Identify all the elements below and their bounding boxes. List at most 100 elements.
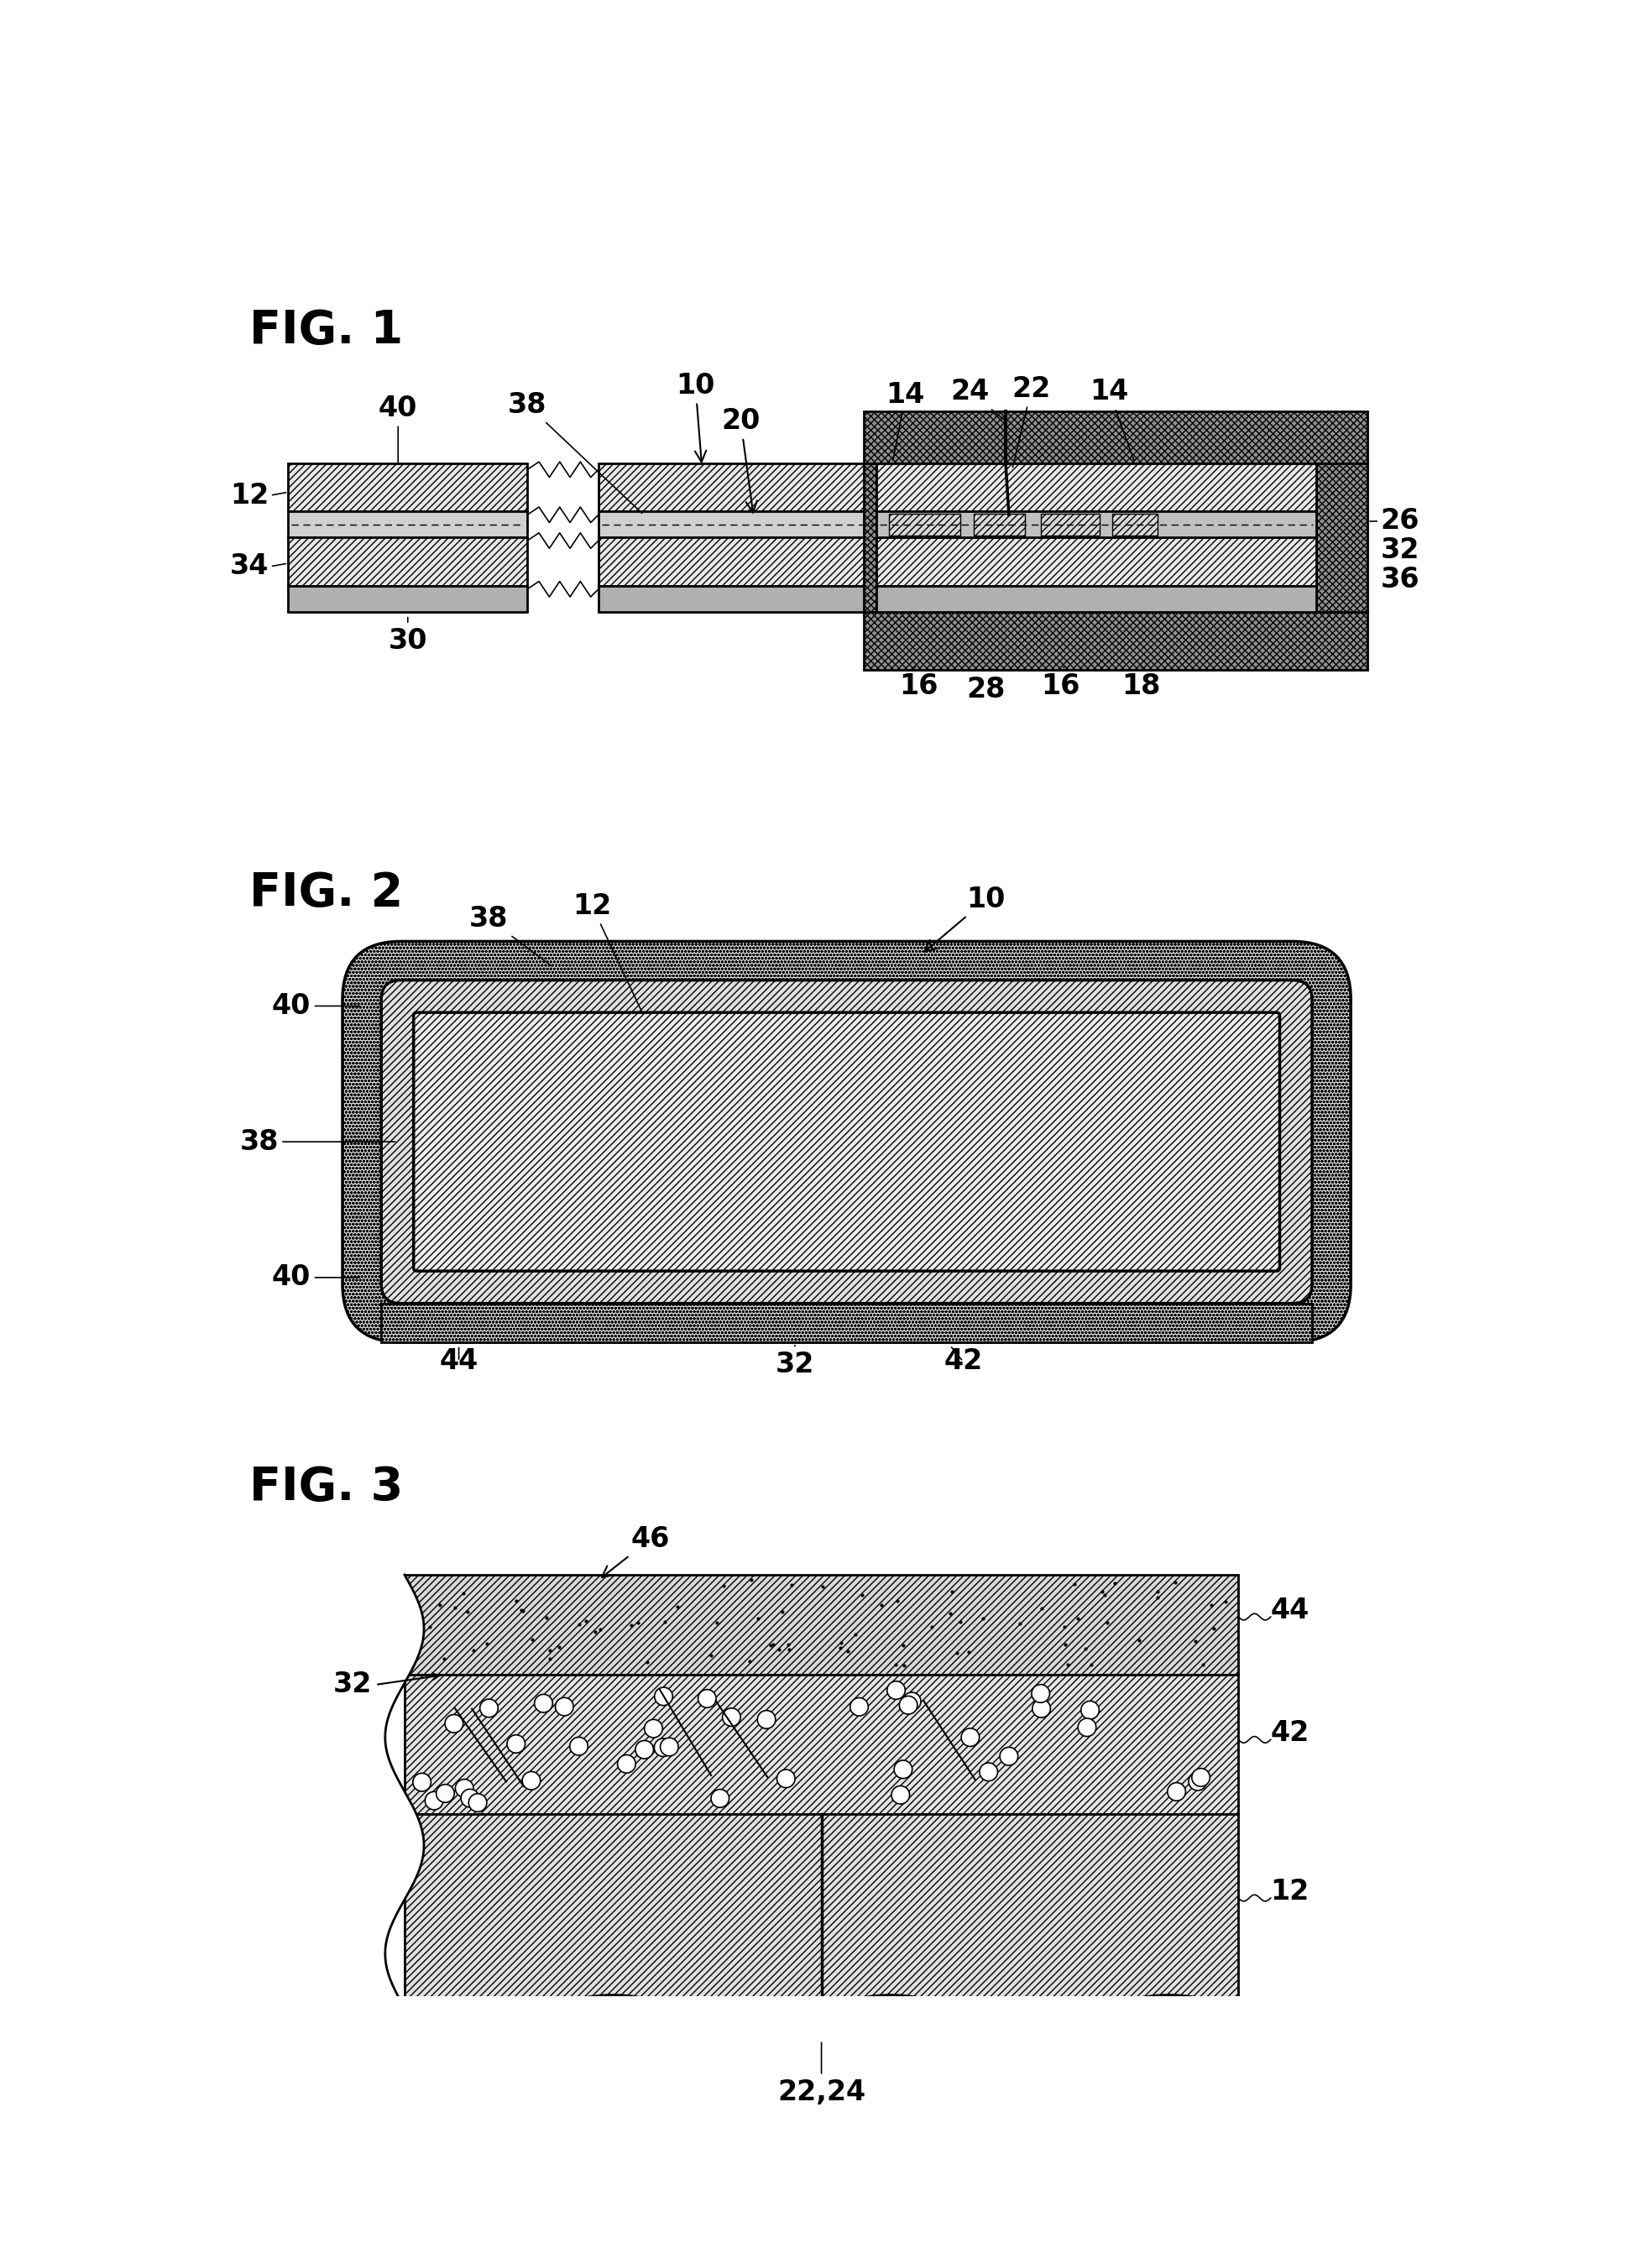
Bar bbox=[287, 511, 527, 538]
Circle shape bbox=[469, 1794, 487, 1812]
Text: 16: 16 bbox=[1041, 666, 1080, 700]
Text: 46: 46 bbox=[601, 1525, 669, 1577]
Bar bbox=[287, 538, 527, 585]
Circle shape bbox=[1079, 1718, 1095, 1736]
Text: FIG. 3: FIG. 3 bbox=[249, 1465, 403, 1510]
Text: 38: 38 bbox=[507, 390, 643, 514]
Bar bbox=[864, 612, 1368, 671]
Text: 32: 32 bbox=[334, 1671, 372, 1698]
Text: 14: 14 bbox=[885, 381, 925, 460]
Text: 36: 36 bbox=[1381, 565, 1419, 592]
Text: 18: 18 bbox=[1122, 666, 1161, 700]
Circle shape bbox=[555, 1698, 573, 1716]
Circle shape bbox=[776, 1770, 795, 1788]
Circle shape bbox=[636, 1741, 654, 1759]
Circle shape bbox=[899, 1696, 917, 1714]
Circle shape bbox=[999, 1747, 1018, 1765]
Text: 32: 32 bbox=[1381, 536, 1419, 565]
Text: 34: 34 bbox=[230, 552, 269, 581]
Circle shape bbox=[644, 1720, 662, 1738]
Bar bbox=[1112, 514, 1158, 536]
Bar bbox=[598, 538, 876, 585]
Circle shape bbox=[654, 1687, 672, 1705]
Text: 10: 10 bbox=[676, 372, 715, 462]
Circle shape bbox=[522, 1772, 540, 1790]
Circle shape bbox=[892, 1785, 910, 1803]
Text: 40: 40 bbox=[273, 1263, 311, 1292]
Bar bbox=[405, 1815, 1239, 2007]
Bar bbox=[405, 1575, 1239, 1676]
Bar bbox=[864, 410, 1368, 462]
Bar bbox=[1041, 514, 1099, 536]
Text: FIG. 1: FIG. 1 bbox=[249, 307, 403, 352]
Circle shape bbox=[654, 1738, 672, 1756]
Text: 22,24: 22,24 bbox=[778, 2043, 866, 2106]
FancyBboxPatch shape bbox=[382, 980, 1312, 1303]
Bar bbox=[287, 585, 527, 612]
Circle shape bbox=[535, 1693, 552, 1711]
Bar bbox=[287, 462, 527, 511]
Circle shape bbox=[461, 1790, 479, 1808]
Text: 42: 42 bbox=[943, 1348, 983, 1375]
Polygon shape bbox=[372, 1575, 425, 2007]
Circle shape bbox=[757, 1711, 775, 1729]
Circle shape bbox=[570, 1736, 588, 1756]
Bar bbox=[1317, 462, 1368, 612]
Circle shape bbox=[699, 1689, 715, 1707]
Circle shape bbox=[894, 1761, 912, 1779]
Text: 40: 40 bbox=[378, 395, 418, 464]
Circle shape bbox=[481, 1700, 497, 1718]
Text: 10: 10 bbox=[925, 886, 1006, 951]
Text: 30: 30 bbox=[388, 617, 428, 655]
Circle shape bbox=[1080, 1700, 1099, 1718]
Circle shape bbox=[507, 1734, 525, 1754]
Bar bbox=[598, 511, 876, 538]
Text: 40: 40 bbox=[273, 991, 311, 1021]
Text: 20: 20 bbox=[722, 408, 760, 511]
Text: 12: 12 bbox=[230, 482, 269, 509]
Circle shape bbox=[1168, 1783, 1186, 1801]
Text: 22: 22 bbox=[1013, 375, 1051, 467]
Circle shape bbox=[887, 1682, 905, 1700]
FancyBboxPatch shape bbox=[342, 942, 1351, 1341]
Bar bbox=[876, 538, 1317, 585]
Text: 16: 16 bbox=[899, 666, 938, 700]
Circle shape bbox=[413, 1774, 431, 1792]
Text: FIG. 2: FIG. 2 bbox=[249, 870, 403, 915]
Polygon shape bbox=[405, 1994, 1239, 2059]
Text: 44: 44 bbox=[439, 1348, 477, 1375]
Bar bbox=[598, 585, 876, 612]
Text: 32: 32 bbox=[775, 1346, 814, 1379]
Bar bbox=[598, 462, 876, 511]
Bar bbox=[382, 1303, 1312, 1341]
Bar bbox=[973, 514, 1024, 536]
Bar bbox=[876, 462, 1317, 511]
Circle shape bbox=[661, 1738, 679, 1756]
Text: 44: 44 bbox=[1270, 1597, 1310, 1624]
Bar bbox=[889, 514, 960, 536]
Text: 38: 38 bbox=[469, 904, 552, 967]
Circle shape bbox=[456, 1779, 474, 1797]
Circle shape bbox=[425, 1792, 443, 1810]
Text: 38: 38 bbox=[240, 1128, 279, 1155]
Bar bbox=[864, 462, 902, 612]
Bar bbox=[876, 511, 1317, 538]
Circle shape bbox=[1032, 1700, 1051, 1718]
Circle shape bbox=[980, 1763, 998, 1781]
Circle shape bbox=[722, 1709, 740, 1727]
Circle shape bbox=[902, 1693, 920, 1711]
Circle shape bbox=[851, 1698, 869, 1716]
Circle shape bbox=[1188, 1772, 1206, 1790]
Circle shape bbox=[1191, 1767, 1209, 1785]
Text: 12: 12 bbox=[1270, 1877, 1310, 1904]
Text: 12: 12 bbox=[573, 893, 643, 1014]
Circle shape bbox=[710, 1790, 729, 1808]
Text: 42: 42 bbox=[1270, 1720, 1310, 1747]
Circle shape bbox=[436, 1785, 454, 1803]
Bar bbox=[405, 1676, 1239, 1815]
Text: 24: 24 bbox=[950, 379, 1004, 419]
Circle shape bbox=[1031, 1684, 1049, 1702]
Text: 26: 26 bbox=[1381, 507, 1419, 536]
Text: 28: 28 bbox=[966, 668, 1006, 702]
Circle shape bbox=[444, 1714, 463, 1732]
